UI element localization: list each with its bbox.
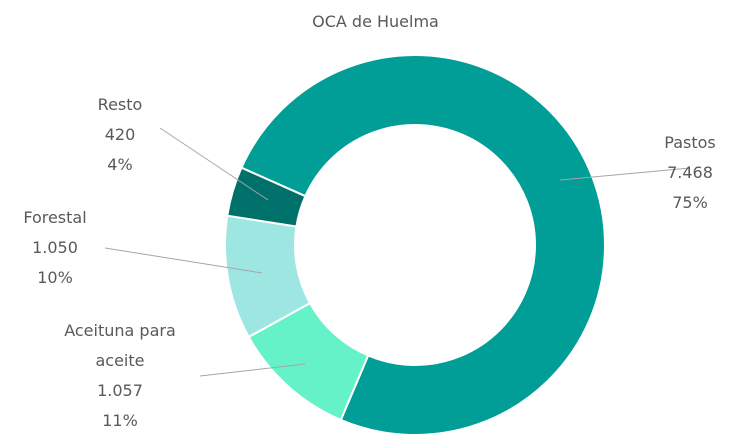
label-name: Forestal (23, 208, 87, 227)
label-name: Aceituna para aceite (64, 321, 176, 370)
label-percent: 11% (102, 411, 138, 430)
data-label: Pastos 7.468 75% (640, 128, 740, 218)
data-label: Aceituna para aceite 1.057 11% (40, 316, 200, 436)
label-name: Pastos (664, 133, 716, 152)
label-value: 1.057 (97, 381, 143, 400)
leader-line (104, 247, 263, 274)
chart-title: OCA de Huelma (312, 12, 439, 31)
label-value: 420 (104, 125, 136, 144)
label-name: Resto (97, 95, 143, 114)
label-value: 1.050 (32, 238, 78, 257)
label-percent: 75% (672, 193, 708, 212)
leader-line (159, 127, 269, 201)
donut-slice (226, 166, 307, 228)
label-value: 7.468 (667, 163, 713, 182)
data-label: Resto 420 4% (70, 90, 170, 180)
label-percent: 4% (107, 155, 133, 174)
leader-line (559, 167, 691, 181)
leader-line (199, 363, 306, 377)
label-percent: 10% (37, 268, 73, 287)
data-label: Forestal 1.050 10% (5, 203, 105, 293)
donut-slice (240, 54, 606, 436)
